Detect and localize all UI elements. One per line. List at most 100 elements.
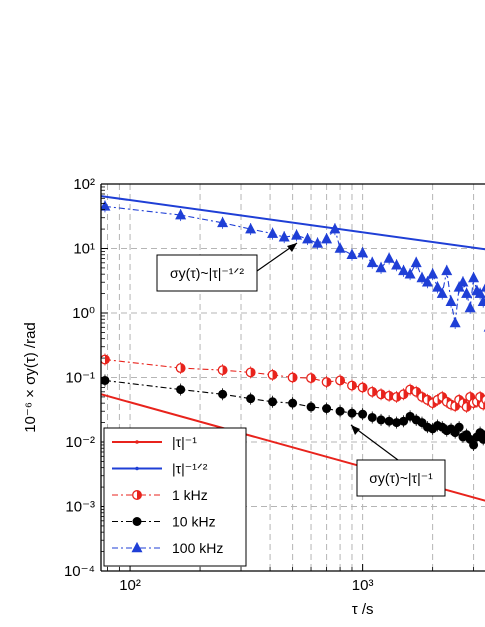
y-tick-label: 10⁻¹ (65, 370, 95, 387)
annotation-arrow (350, 424, 399, 461)
series-100khz-point (480, 283, 485, 292)
series-10khz-point (322, 404, 332, 414)
series-10khz-point (335, 406, 345, 416)
series-100khz-point (421, 276, 433, 287)
series-100khz-point (267, 227, 279, 238)
series-10khz-point (358, 409, 368, 419)
series-100khz-point (464, 301, 476, 313)
series-100khz-point (391, 259, 403, 270)
series-100khz-point (427, 268, 439, 279)
legend-label: 100 kHz (172, 540, 223, 556)
series-10khz-point (176, 385, 186, 395)
series-100khz-point (383, 252, 395, 263)
series-100khz-point (334, 242, 346, 253)
x-tick-label: 10² (119, 577, 141, 594)
x-axis-label: τ /s (352, 601, 374, 618)
series-100khz-point (461, 287, 473, 298)
annotation-label: σy(τ)~|τ|⁻¹ (369, 470, 433, 486)
series-100khz-point (366, 256, 378, 268)
series-100khz-point (312, 237, 324, 248)
series-100khz-point (404, 268, 416, 279)
legend: |τ|⁻¹ |τ|⁻¹ᐟ² 1 kHz 10 kHz 100 kHz (103, 427, 247, 567)
series-100khz-point (445, 295, 457, 306)
series-100khz-point (357, 246, 369, 258)
series-100khz-point (416, 271, 428, 283)
series-10khz-point (454, 422, 464, 432)
axes: 10⁻⁴ 10⁻³ 10⁻² 10⁻¹ 10⁰ 10¹ 10² 10² 10³ τ /s 10⁻⁶ … (22, 176, 485, 618)
series-10khz-point (469, 440, 479, 450)
y-tick-label: 10¹ (73, 241, 95, 258)
series-100khz-point (453, 281, 465, 292)
legend-label: 10 kHz (172, 514, 216, 530)
y-tick-label: 10² (73, 176, 95, 193)
annotation-arrowhead (351, 425, 360, 435)
series-10khz-point (101, 375, 110, 385)
series-100khz-point (441, 264, 453, 276)
series-100khz-point (410, 256, 422, 268)
series-100khz-point (468, 271, 480, 283)
legend-label: |τ|⁻¹ (172, 434, 197, 450)
plot-area (101, 195, 485, 502)
series-1khz-point-fill (292, 373, 297, 382)
series-1khz-point (481, 395, 485, 405)
series-10khz-point (367, 412, 377, 422)
legend-label: 1 kHz (172, 487, 208, 503)
y-tick-label: 10⁻² (65, 434, 95, 451)
series-100khz-point (474, 287, 485, 298)
series-100khz-point (346, 248, 358, 260)
series-10khz-point (376, 415, 386, 425)
series-1khz-point-fill (311, 373, 316, 383)
series-100khz-point (217, 216, 229, 228)
series-100khz-point (321, 232, 333, 244)
series-10khz-point (481, 430, 485, 439)
series-tau-inv-sqrt (101, 195, 485, 251)
annotation-arrowhead (287, 243, 297, 252)
legend-box (103, 427, 247, 567)
series-100khz-point (245, 222, 257, 234)
legend-label: |τ|⁻¹ᐟ² (172, 461, 208, 477)
series-10khz-point (246, 394, 256, 404)
series-10khz-point (399, 416, 409, 426)
series-10khz-point (268, 397, 278, 407)
series-100khz-point (175, 208, 187, 220)
series-10khz-point (288, 398, 298, 408)
legend-swatch-marker (131, 541, 143, 553)
series-1khz-point-fill (104, 355, 110, 364)
x-tick-label: 10³ (352, 577, 374, 594)
legend-swatch-marker-fill (137, 490, 142, 500)
series-10khz-point (392, 418, 402, 428)
series-1khz-point-fill (272, 370, 277, 380)
series-100khz-point (302, 232, 314, 244)
series-10khz-point (306, 402, 316, 412)
series-100khz-point (375, 261, 387, 273)
annotation-box (356, 459, 446, 497)
series-10khz-point (218, 389, 228, 399)
series-100khz-point (398, 264, 410, 276)
y-axis-label: 10⁻⁶ × σy(τ) /rad (22, 322, 39, 433)
series-1khz-point-fill (372, 387, 377, 397)
series-100khz-point (278, 230, 290, 242)
y-tick-label: 10⁻⁴ (64, 563, 95, 580)
series-1khz-point-fill (326, 377, 331, 387)
series-100khz-point (101, 200, 111, 211)
series-100khz-point (432, 281, 444, 292)
annotation-box (156, 254, 258, 292)
series-1khz-point-fill (340, 376, 345, 385)
legend-swatch-dot (135, 466, 139, 471)
annotations: σy(τ)~|τ|⁻¹ᐟ² σy(τ)~|τ|⁻¹ (156, 242, 446, 497)
legend-swatch-marker (132, 517, 142, 526)
y-tick-label: 10⁻³ (65, 499, 95, 516)
series-100khz-point (457, 276, 469, 287)
y-tick-label: 10⁰ (72, 305, 95, 322)
series-10khz-point (347, 408, 357, 418)
series-100khz-point (449, 316, 461, 328)
series-10khz-point (384, 416, 394, 426)
series-1khz-point-fill (362, 383, 367, 392)
legend-swatch-dot (135, 440, 139, 444)
series-1khz-point-fill (250, 368, 255, 377)
series-100khz-point (436, 287, 448, 298)
series-100khz-point (291, 229, 303, 240)
series-100khz-point (477, 295, 485, 306)
series-1khz-point-fill (222, 365, 227, 375)
